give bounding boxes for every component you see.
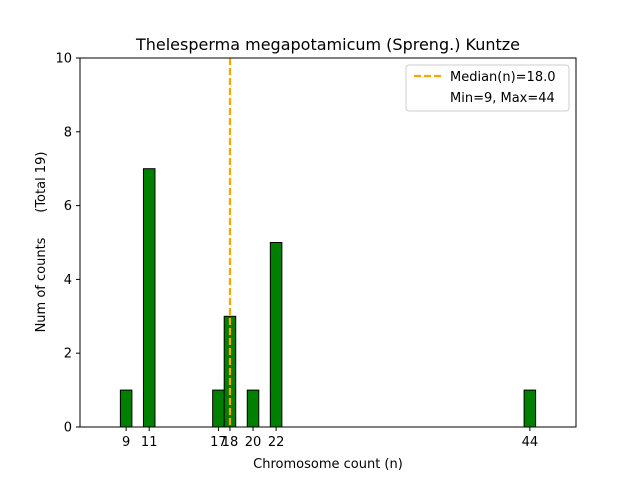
legend: Median(n)=18.0 Min=9, Max=44 [405, 64, 570, 112]
legend-entry-minmax: Min=9, Max=44 [450, 91, 555, 106]
bar-17 [212, 389, 225, 428]
bar-20 [246, 389, 260, 428]
legend-entry-median: Median(n)=18.0 [450, 70, 556, 85]
legend-box [405, 64, 570, 112]
bar-11 [142, 168, 156, 428]
chart-title: Thelesperma megapotamicum (Spreng.) Kunt… [135, 35, 520, 54]
x-tick-label-22: 22 [268, 435, 285, 450]
x-tick-label-17: 17 [210, 435, 227, 450]
x-tick-label-44: 44 [522, 435, 539, 450]
x-tick-label-20: 20 [245, 435, 262, 450]
x-tick-label-18: 18 [222, 435, 239, 450]
y-tick-label-0: 0 [64, 421, 72, 436]
plot-frame [79, 57, 577, 428]
y-axis-label: Num of counts (Total 19) [34, 152, 49, 333]
bar-44 [523, 389, 537, 428]
bar-22 [269, 242, 283, 428]
y-ticks: 0 2 4 6 8 10 [55, 52, 80, 436]
y-tick-label-8: 8 [64, 125, 72, 140]
x-axis-label: Chromosome count (n) [253, 457, 403, 472]
y-tick-label-4: 4 [64, 273, 72, 288]
x-tick-label-11: 11 [141, 435, 158, 450]
y-tick-label-6: 6 [64, 199, 72, 214]
bars [108, 168, 548, 428]
y-tick-label-2: 2 [64, 347, 72, 362]
y-tick-label-10: 10 [55, 52, 72, 67]
bar-9 [119, 389, 133, 428]
x-tick-label-9: 9 [122, 435, 130, 450]
